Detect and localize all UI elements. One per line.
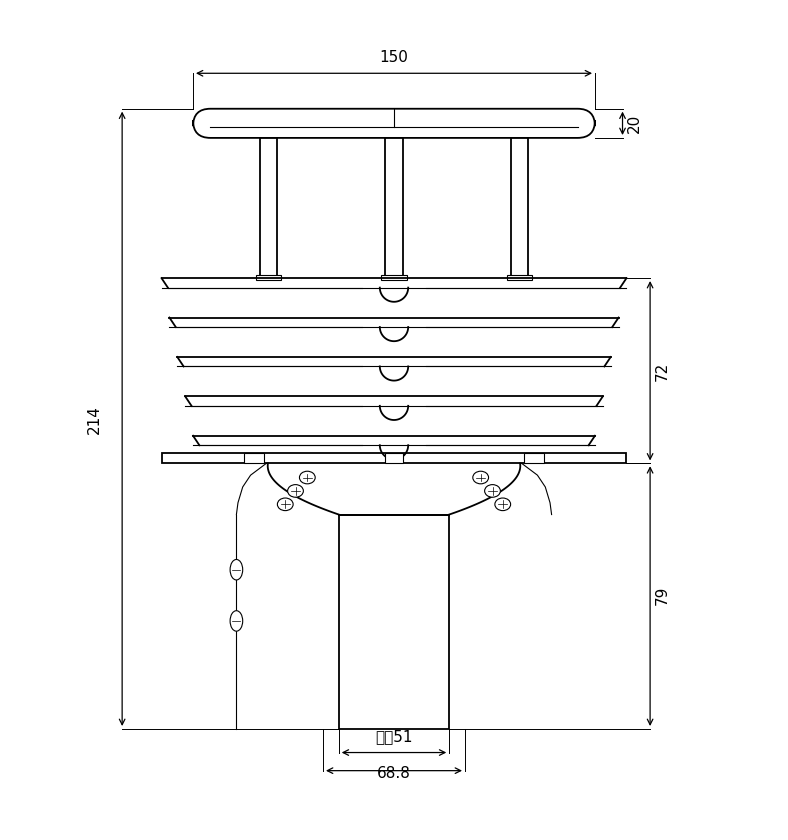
- Ellipse shape: [473, 471, 489, 484]
- Text: 72: 72: [654, 361, 670, 381]
- Bar: [339, 515, 449, 729]
- Ellipse shape: [495, 498, 511, 511]
- Bar: [162, 453, 626, 464]
- Ellipse shape: [299, 471, 315, 484]
- Ellipse shape: [288, 485, 303, 497]
- Text: 79: 79: [654, 586, 670, 606]
- FancyBboxPatch shape: [193, 108, 595, 138]
- Bar: [244, 453, 264, 464]
- Bar: [381, 275, 407, 280]
- Bar: [511, 138, 528, 278]
- Ellipse shape: [277, 498, 293, 511]
- Bar: [260, 138, 277, 278]
- Text: 内径51: 内径51: [375, 730, 413, 744]
- Ellipse shape: [230, 611, 243, 631]
- Text: 68.8: 68.8: [377, 766, 411, 781]
- Ellipse shape: [230, 559, 243, 580]
- Ellipse shape: [485, 485, 500, 497]
- Bar: [507, 275, 532, 280]
- Text: 150: 150: [380, 50, 408, 66]
- Text: 20: 20: [626, 113, 642, 133]
- Bar: [256, 275, 281, 280]
- Bar: [385, 138, 403, 278]
- Text: 214: 214: [87, 406, 102, 434]
- Bar: [524, 453, 544, 464]
- Bar: [385, 453, 403, 464]
